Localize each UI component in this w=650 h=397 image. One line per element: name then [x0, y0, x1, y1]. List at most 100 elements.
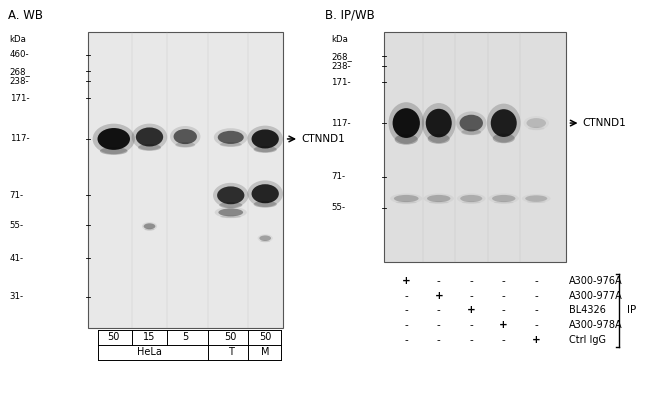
Ellipse shape: [424, 193, 454, 204]
Ellipse shape: [176, 142, 195, 148]
Text: -: -: [534, 320, 538, 330]
Text: -: -: [437, 320, 441, 330]
Ellipse shape: [427, 195, 450, 202]
Text: kDa: kDa: [332, 35, 348, 44]
Ellipse shape: [393, 108, 420, 138]
Ellipse shape: [220, 215, 241, 218]
Text: -: -: [502, 305, 506, 316]
Ellipse shape: [144, 229, 155, 231]
Text: 71-: 71-: [10, 191, 24, 200]
Ellipse shape: [460, 115, 483, 131]
Text: -: -: [404, 291, 408, 301]
Text: kDa: kDa: [10, 35, 27, 44]
Ellipse shape: [98, 128, 130, 150]
Ellipse shape: [462, 129, 481, 135]
Ellipse shape: [219, 202, 242, 208]
Text: +: +: [499, 320, 508, 330]
Text: -: -: [469, 276, 473, 286]
Text: -: -: [502, 335, 506, 345]
Text: -: -: [469, 291, 473, 301]
Ellipse shape: [144, 223, 155, 229]
Text: CTNND1: CTNND1: [301, 134, 344, 144]
Ellipse shape: [526, 118, 546, 128]
Text: 460-: 460-: [10, 50, 29, 59]
Ellipse shape: [462, 201, 480, 204]
Ellipse shape: [252, 184, 279, 203]
Ellipse shape: [214, 207, 247, 218]
Text: 50: 50: [224, 332, 237, 342]
Ellipse shape: [254, 146, 277, 153]
Ellipse shape: [494, 201, 514, 204]
Text: 55-: 55-: [332, 203, 346, 212]
Text: Ctrl IgG: Ctrl IgG: [569, 335, 606, 345]
Text: 238-: 238-: [332, 62, 351, 71]
Ellipse shape: [100, 147, 127, 155]
Text: 238-: 238-: [10, 77, 29, 86]
Text: -: -: [437, 276, 441, 286]
Ellipse shape: [260, 240, 270, 242]
Ellipse shape: [395, 134, 418, 145]
Text: -: -: [534, 291, 538, 301]
Text: 117-: 117-: [10, 135, 29, 143]
Ellipse shape: [259, 235, 271, 241]
Text: 268_: 268_: [332, 52, 352, 61]
Text: B. IP/WB: B. IP/WB: [325, 9, 375, 22]
Text: -: -: [534, 276, 538, 286]
Ellipse shape: [218, 131, 244, 144]
Text: +: +: [402, 276, 411, 286]
Text: 71-: 71-: [332, 172, 346, 181]
Ellipse shape: [460, 195, 482, 202]
Ellipse shape: [248, 180, 283, 207]
Text: -: -: [502, 276, 506, 286]
Ellipse shape: [220, 142, 242, 147]
Ellipse shape: [174, 129, 197, 144]
Ellipse shape: [525, 195, 547, 202]
Text: +: +: [532, 335, 541, 345]
Ellipse shape: [218, 208, 243, 216]
Ellipse shape: [217, 186, 244, 204]
Text: -: -: [404, 305, 408, 316]
Text: 50: 50: [259, 332, 272, 342]
Ellipse shape: [254, 201, 277, 208]
Text: -: -: [437, 335, 441, 345]
Text: -: -: [534, 305, 538, 316]
Text: 5: 5: [182, 332, 188, 342]
Ellipse shape: [428, 134, 450, 144]
Text: -: -: [437, 305, 441, 316]
Ellipse shape: [456, 112, 486, 135]
Ellipse shape: [426, 109, 452, 137]
Ellipse shape: [142, 222, 157, 230]
Text: A300-976A: A300-976A: [569, 276, 623, 286]
Text: 171-: 171-: [10, 94, 29, 102]
Bar: [384, 32, 566, 262]
Text: BL4326: BL4326: [569, 305, 606, 316]
Text: 31-: 31-: [10, 293, 24, 301]
Text: -: -: [404, 320, 408, 330]
Text: -: -: [502, 291, 506, 301]
Text: +: +: [467, 305, 476, 316]
Text: +: +: [434, 291, 443, 301]
Ellipse shape: [492, 195, 515, 202]
Text: T: T: [227, 347, 234, 357]
Text: M: M: [261, 347, 270, 357]
Ellipse shape: [489, 193, 519, 204]
Text: -: -: [404, 335, 408, 345]
Ellipse shape: [527, 201, 545, 203]
Ellipse shape: [429, 201, 448, 204]
Ellipse shape: [170, 126, 200, 147]
Text: -: -: [469, 320, 473, 330]
Text: IP: IP: [627, 305, 636, 316]
Ellipse shape: [138, 144, 161, 151]
Text: 117-: 117-: [332, 119, 351, 127]
Ellipse shape: [136, 127, 163, 146]
Ellipse shape: [396, 201, 417, 204]
Ellipse shape: [132, 123, 167, 150]
Ellipse shape: [390, 193, 422, 204]
Ellipse shape: [214, 128, 248, 146]
Bar: [88, 32, 283, 328]
Text: 171-: 171-: [332, 78, 351, 87]
Ellipse shape: [457, 193, 486, 204]
Ellipse shape: [394, 195, 419, 202]
Text: 15: 15: [143, 332, 156, 342]
Text: 55-: 55-: [10, 221, 24, 230]
